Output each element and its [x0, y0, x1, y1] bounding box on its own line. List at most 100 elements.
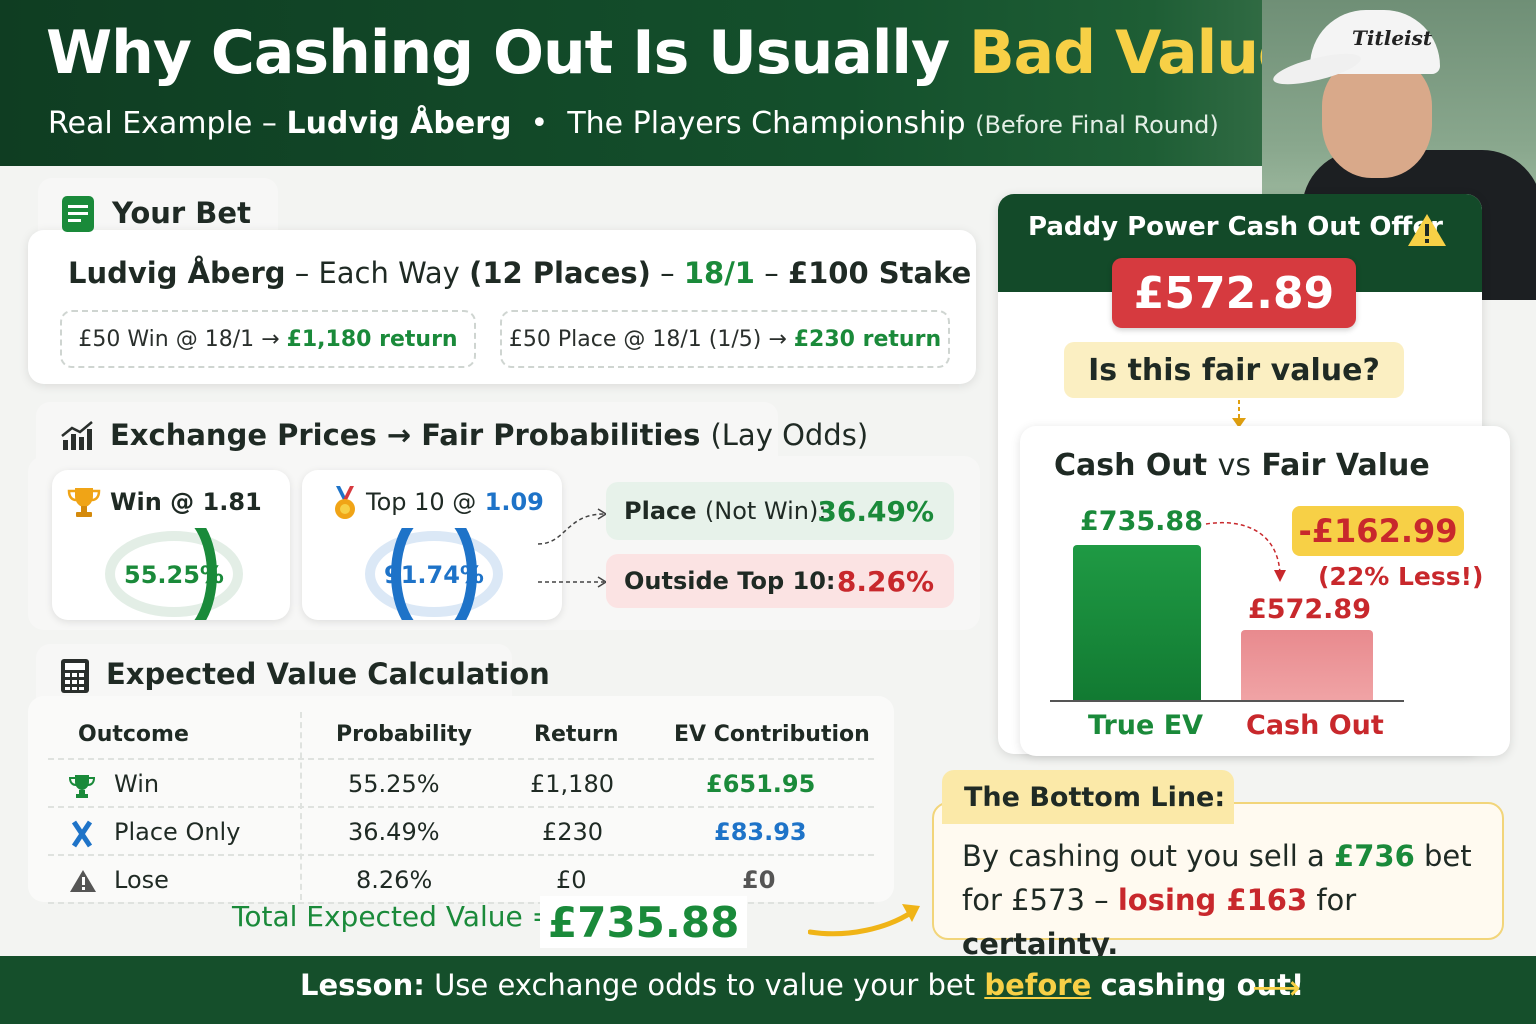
bl-value-cashout: £573 –: [1011, 883, 1109, 917]
bet-dash-1: –: [294, 256, 310, 290]
place-label-text: Place: [624, 497, 697, 525]
dashed-curve-arrow: [1205, 522, 1286, 582]
place-prob-label: Place (Not Win):: [624, 497, 826, 525]
ev-contrib-place: £83.93: [714, 818, 807, 846]
down-arrow-icon: [1232, 400, 1246, 428]
calculator-icon: [61, 659, 89, 693]
top10-prob-card: [302, 470, 562, 620]
ev-prob-place: 36.49%: [348, 818, 440, 846]
bet-dash-3: –: [764, 256, 779, 290]
ev-prob-win: 55.25%: [348, 770, 440, 798]
comparison-title-a: Cash Out: [1054, 448, 1208, 483]
cash-out-offer-title: Paddy Power Cash Out Offer: [1028, 212, 1443, 242]
bar-true-ev-label: True EV: [1088, 710, 1204, 741]
ev-outcome-win: Win: [114, 770, 160, 798]
subtitle-separator: •: [530, 106, 549, 141]
ev-header-ev: EV Contribution: [674, 722, 870, 747]
player-photo: Titleist: [1262, 0, 1536, 300]
bar-true-ev-value: £735.88: [1080, 506, 1203, 537]
ev-header-outcome: Outcome: [78, 722, 189, 747]
title-main: Why Cashing Out Is Usually: [46, 18, 950, 88]
bet-dash-2: –: [660, 256, 675, 290]
bar-cash-out: [1241, 630, 1373, 700]
top10-prob-ring: [365, 528, 503, 620]
ev-return-win: £1,180: [530, 770, 614, 798]
dashed-arrows: [537, 508, 608, 588]
place-part-text: £50 Place @ 18/1 (1/5) →: [508, 326, 787, 352]
medal-icon: [335, 486, 355, 519]
bar-cash-out-value: £572.89: [1248, 594, 1371, 625]
chart-baseline: [1050, 700, 1404, 702]
top10-prob-arc: [391, 528, 477, 620]
win-pct: 55.25%: [124, 561, 224, 589]
warning-icon: [1408, 214, 1446, 246]
ev-tab: [36, 644, 512, 704]
table-row: Win 55.25% £1,180 £651.95: [48, 760, 874, 808]
bl-certainty: certainty.: [962, 927, 1119, 961]
bottom-line-card: [932, 802, 1504, 940]
subtitle-prefix: Real Example –: [48, 106, 277, 141]
place-part-return: £230 return: [793, 326, 942, 352]
ev-header-probability: Probability: [336, 722, 472, 747]
bet-summary: Ludvig Åberg – Each Way (12 Places) – 18…: [68, 256, 971, 290]
fair-value-question: Is this fair value?: [1064, 342, 1404, 398]
top10-pct: 91.74%: [384, 561, 484, 589]
page-title: Why Cashing Out Is Usually Bad Value: [46, 18, 1299, 88]
player-face: [1322, 58, 1432, 178]
bet-places: (12 Places): [469, 256, 651, 290]
ev-title: Expected Value Calculation: [106, 657, 550, 691]
curved-arrow-icon: [808, 904, 920, 937]
win-odds-label: Win @ 1.81: [110, 488, 262, 516]
outside-prob-pill: Outside Top 10: 8.26%: [606, 554, 954, 608]
difference-percent: (22% Less!): [1318, 562, 1484, 591]
ev-prob-lose: 8.26%: [356, 866, 433, 894]
warning-icon: [70, 870, 96, 892]
bar-cash-out-label: Cash Out: [1246, 710, 1384, 741]
ev-card: [28, 696, 894, 902]
top10-odds-label: Top 10 @ 1.09: [366, 488, 544, 516]
ribbon-icon: [71, 820, 93, 848]
comparison-title: Cash Out vs Fair Value: [1054, 448, 1430, 483]
bl-text-3: for: [1316, 883, 1357, 917]
win-part-text: £50 Win @ 18/1 →: [78, 326, 280, 352]
footer-before: before: [984, 968, 1092, 1002]
exchange-title: Exchange Prices → Fair Probabilities (La…: [110, 418, 868, 452]
win-part-return: £1,180 return: [286, 326, 458, 352]
ev-return-place: £230: [542, 818, 604, 846]
win-prob-ring: [105, 528, 243, 620]
ev-total-value: £735.88: [540, 896, 748, 948]
subtitle-when: (Before Final Round): [975, 111, 1219, 139]
table-row: Place Only 36.49% £230 £83.93: [48, 808, 874, 856]
trophy-icon: [67, 488, 101, 517]
bottom-line-title: The Bottom Line:: [942, 770, 1234, 824]
footer-lesson: Lesson: Use exchange odds to value your …: [300, 968, 1304, 1002]
bl-value-loss: losing £163: [1117, 883, 1308, 917]
bet-player: Ludvig Åberg: [68, 256, 286, 290]
win-prob-arc: [131, 528, 217, 620]
outside-prob-value: 8.26%: [836, 564, 934, 598]
ev-outcome-lose: Lose: [114, 866, 169, 894]
document-icon: [62, 196, 94, 232]
chart-growth-icon: [61, 421, 93, 450]
outside-prob-label: Outside Top 10:: [624, 567, 836, 595]
exchange-title-suffix: (Lay Odds): [710, 418, 869, 452]
place-note: (Not Win):: [704, 497, 827, 525]
ev-total-label: Total Expected Value =: [232, 900, 556, 933]
bl-text-2: bet for: [962, 839, 1472, 917]
subtitle-player: Ludvig Åberg: [286, 106, 512, 141]
subtitle-event: The Players Championship: [567, 106, 966, 141]
difference-badge: -£162.99: [1292, 506, 1464, 556]
ev-outcome-place: Place Only: [114, 818, 241, 846]
footer-text-1: Use exchange odds to value your bet: [434, 968, 976, 1002]
exchange-tab: [36, 402, 778, 462]
table-row: Lose 8.26% £0 £0: [48, 856, 874, 904]
cap-logo: Titleist: [1352, 26, 1433, 50]
bl-value-ev: £736: [1334, 839, 1415, 873]
place-prob-value: 36.49%: [817, 494, 934, 528]
bet-stake: £100 Stake: [787, 256, 972, 290]
ev-header-row: Outcome Probability Return EV Contributi…: [48, 712, 874, 760]
top10-odds: 1.09: [484, 488, 544, 516]
win-part-pill: £50 Win @ 18/1 → £1,180 return: [60, 310, 476, 368]
page-subtitle: Real Example – Ludvig Åberg • The Player…: [48, 106, 1219, 141]
your-bet-title: Your Bet: [112, 196, 251, 230]
